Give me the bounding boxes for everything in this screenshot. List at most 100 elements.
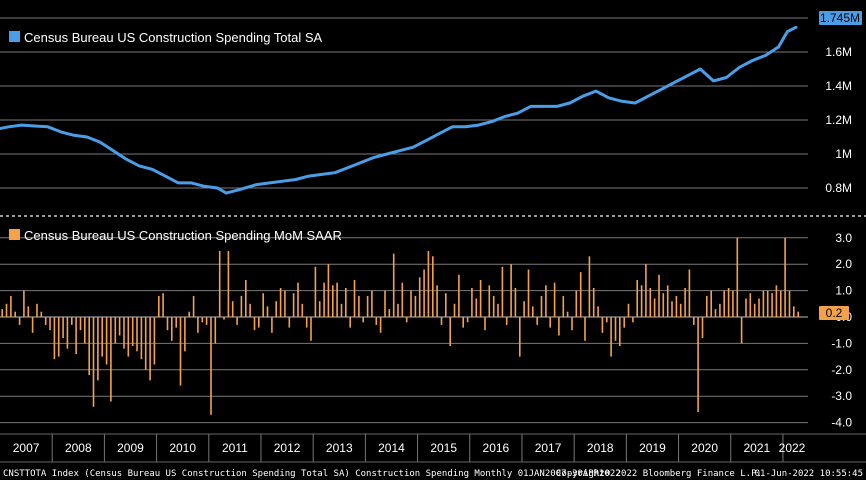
bottom-last-value-box [819, 306, 849, 320]
x-axis-year-label: 2009 [117, 441, 144, 455]
mom-bar [584, 317, 586, 341]
mom-bar [1, 309, 3, 317]
mom-bar [275, 301, 277, 317]
mom-bar [240, 295, 243, 317]
mom-bar [279, 288, 282, 317]
mom-bar [579, 272, 582, 317]
bottom-last-value-marker: 0.2 [819, 306, 849, 320]
mom-bar [301, 303, 304, 317]
footer-source: CNSTTOTA Index (Census Bureau US Constru… [3, 469, 621, 479]
mom-bar [218, 251, 221, 317]
mom-bar [549, 317, 551, 328]
top-y-tick-label: 0.8M [825, 181, 852, 195]
top-y-tick-label: 1M [835, 147, 852, 161]
top-legend-swatch [9, 31, 20, 42]
mom-bar [432, 256, 434, 317]
mom-bar [780, 290, 782, 317]
mom-bar [627, 303, 630, 317]
mom-bar [371, 290, 373, 317]
mom-bar [227, 251, 230, 317]
mom-bar [214, 317, 217, 344]
mom-bar [97, 317, 99, 381]
x-axis-year-label: 2018 [587, 441, 614, 455]
top-y-tick-label: 1.2M [825, 113, 852, 127]
mom-bar [388, 309, 391, 317]
mom-bar [571, 317, 573, 331]
bottom-panel: 3.02.01.00.0-1.0-2.0-3.0-4.0 0.2 Census … [0, 228, 852, 430]
x-axis-year-label: 2020 [691, 441, 718, 455]
mom-bar [505, 317, 508, 325]
x-axis-year-label: 2011 [222, 441, 248, 455]
mom-bar [297, 282, 299, 317]
mom-bar [797, 311, 799, 317]
mom-bar [57, 317, 60, 357]
mom-bar [775, 285, 778, 317]
mom-bar [79, 317, 82, 331]
mom-bar [697, 317, 699, 412]
mom-bar [158, 295, 160, 317]
mom-bar [305, 317, 308, 328]
mom-bar [14, 311, 16, 317]
mom-bar [23, 290, 25, 317]
mom-bar [575, 290, 578, 317]
mom-bar [766, 290, 769, 317]
bottom-gridlines [0, 237, 808, 424]
bottom-legend: Census Bureau US Construction Spending M… [9, 228, 342, 243]
mom-bar [671, 301, 673, 317]
mom-bar [501, 266, 504, 317]
mom-bar [610, 317, 612, 357]
mom-bar [114, 317, 117, 344]
mom-bar [192, 295, 195, 317]
mom-bar [793, 306, 795, 317]
mom-bar [36, 303, 38, 317]
mom-bar [471, 288, 473, 317]
bottom-y-tick-label: -1.0 [831, 336, 852, 350]
bottom-y-tick-labels: 3.02.01.00.0-1.0-2.0-3.0-4.0 [831, 231, 852, 430]
top-gridlines [0, 17, 808, 189]
mom-bar [693, 317, 695, 325]
mom-bar [84, 317, 86, 344]
mom-bar [545, 285, 547, 317]
mom-bar [62, 317, 64, 339]
mom-bar [619, 317, 621, 346]
mom-bar [732, 290, 734, 317]
mom-bar [436, 285, 438, 317]
mom-bar [375, 317, 378, 325]
mom-bar [153, 317, 156, 365]
mom-bar [488, 285, 491, 317]
mom-bar [188, 311, 190, 317]
mom-bar [475, 298, 478, 317]
mom-bar [166, 317, 169, 331]
mom-bar [397, 303, 399, 317]
mom-bar [345, 288, 347, 317]
mom-bar [414, 295, 417, 317]
mom-bar [497, 303, 499, 317]
mom-bar [258, 317, 260, 328]
mom-bar [405, 317, 408, 323]
mom-bar [231, 301, 234, 317]
mom-bar [175, 317, 177, 328]
mom-bar [205, 317, 208, 325]
mom-bar [675, 295, 678, 317]
mom-bar [262, 293, 264, 317]
mom-bar [323, 282, 325, 317]
mom-bar [606, 317, 608, 323]
mom-bar [710, 290, 712, 317]
mom-bar [636, 280, 638, 317]
bottom-y-tick-label: 2.0 [835, 257, 852, 271]
top-y-tick-label: 1.4M [825, 79, 852, 93]
mom-bar [740, 317, 743, 344]
mom-bar [353, 280, 356, 317]
top-legend-label: Census Bureau US Construction Spending T… [24, 30, 323, 45]
footer: CNSTTOTA Index (Census Bureau US Constru… [3, 469, 863, 479]
mom-bar [614, 317, 617, 341]
mom-bar [358, 295, 360, 317]
mom-bar [253, 317, 256, 331]
x-axis-year-label: 2021 [744, 441, 771, 455]
mom-bar [540, 295, 543, 317]
mom-bar [75, 317, 77, 354]
mom-bar [762, 290, 765, 317]
bottom-last-value-label: 0.2 [826, 306, 843, 320]
mom-bar [410, 290, 412, 317]
mom-bar [662, 293, 665, 317]
